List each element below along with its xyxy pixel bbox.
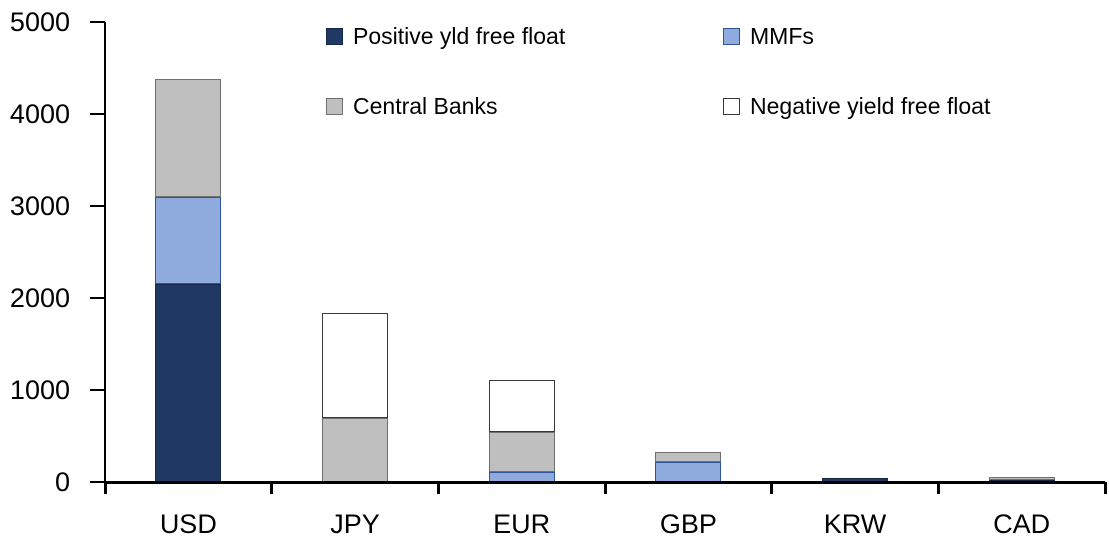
bar-segment-negative-yield-free-float — [488, 379, 555, 432]
legend-item: Positive yld free float — [326, 22, 565, 50]
y-axis-tick — [90, 389, 105, 391]
x-axis-tick — [936, 482, 940, 494]
legend-label: Positive yld free float — [353, 22, 566, 49]
y-axis-tick — [90, 481, 105, 483]
x-axis-tick — [270, 482, 274, 494]
bar-segment-central-banks — [655, 451, 722, 462]
x-category-label: EUR — [493, 509, 551, 539]
x-category-label: KRW — [823, 509, 887, 539]
bar-segment-positive-yld-free-float — [155, 284, 222, 482]
legend-item: MMFs — [723, 22, 814, 50]
legend-swatch-icon — [326, 97, 343, 115]
y-axis-tick-label: 0 — [54, 467, 70, 497]
legend-item: Negative yield free float — [723, 92, 990, 120]
legend-swatch-icon — [326, 27, 343, 45]
x-axis-tick — [103, 482, 107, 494]
legend-label: Negative yield free float — [750, 92, 991, 119]
x-axis-tick — [770, 482, 774, 494]
bar-segment-central-banks — [488, 431, 555, 472]
x-axis-tick — [1103, 482, 1107, 494]
bar-segment-central-banks — [155, 79, 222, 197]
y-axis-tick-label: 3000 — [9, 191, 70, 221]
bar-segment-mmfs — [655, 461, 722, 482]
y-axis-tick — [90, 205, 105, 207]
bar-segment-negative-yield-free-float — [322, 312, 388, 418]
legend-swatch-icon — [723, 97, 740, 115]
x-axis-tick — [603, 482, 607, 494]
y-axis-tick — [90, 297, 105, 299]
bar-segment-mmfs — [155, 196, 222, 285]
legend-label: MMFs — [750, 22, 814, 49]
bar-segment-central-banks — [988, 476, 1055, 480]
x-axis-tick — [436, 482, 440, 494]
y-axis-tick-label: 2000 — [9, 283, 70, 313]
x-category-label: CAD — [993, 509, 1051, 539]
legend-label: Central Banks — [353, 92, 498, 119]
y-axis-line — [104, 22, 106, 482]
x-category-label: USD — [159, 509, 217, 539]
x-category-label: GBP — [659, 509, 717, 539]
y-axis-tick-label: 5000 — [9, 7, 70, 37]
y-axis-tick-label: 4000 — [9, 99, 70, 129]
x-category-label: JPY — [330, 509, 380, 539]
y-axis-tick — [90, 113, 105, 115]
y-axis-tick-label: 1000 — [9, 375, 70, 405]
bar-segment-central-banks — [322, 417, 388, 482]
legend-swatch-icon — [723, 27, 740, 45]
legend-item: Central Banks — [326, 92, 497, 120]
y-axis-tick — [90, 21, 105, 23]
